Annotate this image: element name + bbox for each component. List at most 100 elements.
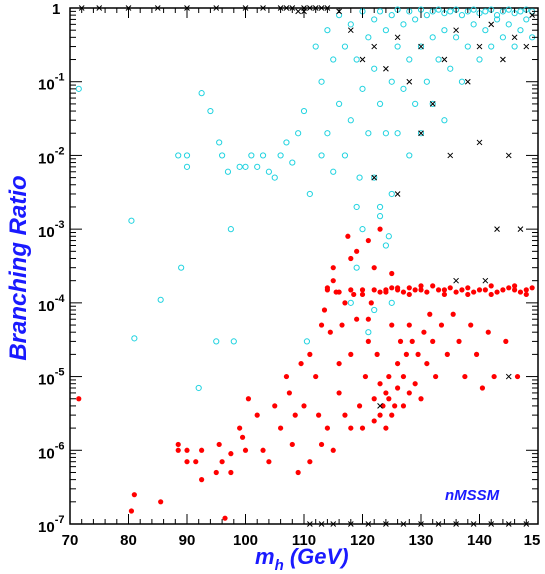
point-filled-circle-56 xyxy=(354,248,360,254)
point-filled-circle-73 xyxy=(383,425,389,431)
x-axis-title-main: m xyxy=(255,544,275,569)
point-open-circle-107 xyxy=(505,6,512,13)
point-open-circle-39 xyxy=(336,100,343,108)
point-open-circle-119 xyxy=(376,203,384,211)
point-filled-circle-92 xyxy=(409,338,415,345)
point-cross-36 xyxy=(505,152,512,159)
annotation-nmssm: nMSSM xyxy=(445,487,500,504)
point-filled-circle-123 xyxy=(488,283,494,289)
point-filled-circle-31 xyxy=(298,360,304,367)
point-filled-circle-19 xyxy=(242,447,249,453)
point-cross-13 xyxy=(318,5,325,11)
point-open-circle-63 xyxy=(388,190,395,198)
point-open-circle-55 xyxy=(376,8,384,15)
point-open-circle-42 xyxy=(347,21,354,28)
point-open-circle-8 xyxy=(195,384,202,392)
x-tick-label-8: 15 xyxy=(524,532,541,549)
point-filled-circle-24 xyxy=(272,403,278,409)
point-cross-37 xyxy=(371,174,378,181)
point-filled-circle-113 xyxy=(459,287,465,293)
point-filled-circle-108 xyxy=(444,351,450,357)
point-filled-circle-27 xyxy=(286,390,292,396)
point-open-circle-21 xyxy=(259,152,267,159)
point-open-circle-7 xyxy=(183,152,191,159)
point-filled-circle-100 xyxy=(424,289,430,295)
point-open-circle-18 xyxy=(242,163,249,170)
point-open-circle-35 xyxy=(324,130,331,137)
point-filled-circle-119 xyxy=(476,287,483,293)
point-filled-circle-77 xyxy=(389,412,395,418)
x-tick-label-7: 140 xyxy=(467,532,492,549)
point-open-circle-36 xyxy=(330,56,337,63)
point-open-circle-10 xyxy=(207,107,214,115)
point-cross-30 xyxy=(511,34,518,41)
point-filled-circle-54 xyxy=(348,351,354,357)
point-filled-circle-10 xyxy=(199,477,205,483)
point-filled-circle-94 xyxy=(412,287,418,293)
point-open-circle-54 xyxy=(371,174,378,181)
point-filled-circle-22 xyxy=(260,447,266,453)
point-filled-circle-151 xyxy=(377,381,383,387)
point-filled-circle-39 xyxy=(321,307,328,313)
point-filled-circle-23 xyxy=(266,459,272,465)
point-open-circle-95 xyxy=(470,6,477,13)
point-open-circle-53 xyxy=(371,65,378,72)
point-open-circle-4 xyxy=(175,152,182,159)
point-filled-circle-129 xyxy=(511,287,518,293)
point-filled-circle-143 xyxy=(465,291,471,298)
point-filled-circle-136 xyxy=(348,287,354,293)
point-open-circle-60 xyxy=(385,233,392,240)
point-filled-circle-142 xyxy=(441,291,447,298)
point-cross-7 xyxy=(260,5,266,11)
point-filled-circle-135 xyxy=(336,289,342,295)
point-filled-circle-116 xyxy=(468,322,474,328)
point-open-circle-41 xyxy=(341,152,349,159)
point-filled-circle-58 xyxy=(356,403,363,409)
point-open-circle-92 xyxy=(458,78,466,85)
point-filled-circle-117 xyxy=(471,289,477,295)
point-filled-circle-134 xyxy=(324,285,330,291)
point-cross-51 xyxy=(400,521,407,527)
point-filled-circle-0 xyxy=(76,396,82,402)
point-open-circle-75 xyxy=(417,43,425,50)
point-cross-45 xyxy=(306,521,313,527)
point-filled-circle-5 xyxy=(175,441,181,448)
point-open-circle-106 xyxy=(499,34,506,41)
plot-frame xyxy=(69,7,539,525)
point-filled-circle-3 xyxy=(158,499,164,505)
point-cross-46 xyxy=(318,521,325,527)
point-filled-circle-145 xyxy=(511,283,518,289)
point-filled-circle-65 xyxy=(371,418,377,424)
point-filled-circle-47 xyxy=(336,390,342,396)
x-axis-title: mh (GeV) xyxy=(255,544,349,574)
point-cross-23 xyxy=(429,101,436,107)
series-filled-circle xyxy=(76,226,535,521)
point-open-circle-86 xyxy=(441,117,448,124)
point-filled-circle-114 xyxy=(462,373,468,380)
point-filled-circle-84 xyxy=(397,338,404,345)
point-filled-circle-17 xyxy=(237,425,243,431)
point-open-circle-104 xyxy=(493,16,501,23)
point-open-circle-82 xyxy=(435,6,442,13)
y-tick-exponent: -2 xyxy=(55,145,65,157)
point-open-circle-65 xyxy=(394,43,401,50)
y-tick-exponent: -7 xyxy=(55,514,65,526)
point-filled-circle-131 xyxy=(517,289,524,295)
point-filled-circle-68 xyxy=(374,351,380,357)
point-open-circle-72 xyxy=(412,16,419,23)
point-filled-circle-67 xyxy=(371,287,377,293)
point-open-circle-17 xyxy=(236,163,243,170)
point-cross-16 xyxy=(347,27,354,34)
point-cross-1 xyxy=(96,5,103,11)
point-open-circle-70 xyxy=(406,56,413,63)
point-open-circle-1 xyxy=(128,217,135,224)
point-open-circle-6 xyxy=(183,163,191,170)
point-open-circle-16 xyxy=(230,338,237,345)
point-filled-circle-59 xyxy=(359,425,366,431)
point-open-circle-32 xyxy=(318,78,325,85)
y-tick-label-6: 10-1 xyxy=(38,72,64,94)
x-tick-label-4: 110 xyxy=(292,532,316,549)
x-tick-label-2: 90 xyxy=(179,532,196,549)
point-filled-circle-40 xyxy=(324,425,330,431)
point-cross-44 xyxy=(377,403,383,409)
